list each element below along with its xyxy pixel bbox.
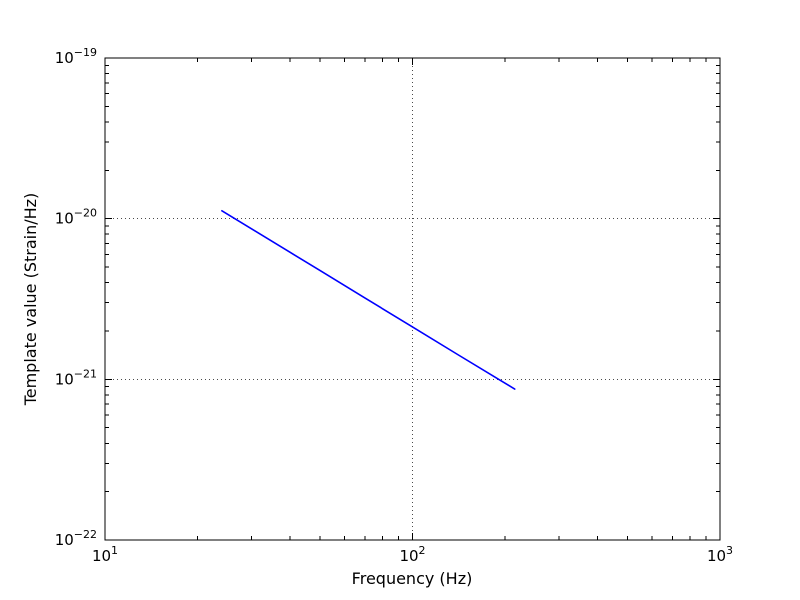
series-layer [221, 209, 516, 390]
y-axis-label: Template value (Strain/Hz) [21, 193, 40, 407]
x-tick-label: 103 [707, 544, 733, 565]
tick-marks [104, 57, 721, 541]
y-tick-label: 10−21 [55, 367, 97, 388]
y-tick-label: 10−19 [55, 46, 97, 67]
tick-labels: 101 102 103 10−19 10−20 10−21 10−22 [55, 46, 733, 565]
x-tick-label: 101 [92, 544, 118, 565]
x-tick-label: 102 [399, 544, 425, 565]
grid-lines [105, 58, 720, 540]
y-tick-label: 10−20 [55, 207, 97, 228]
y-tick-label: 10−22 [55, 528, 97, 549]
x-axis-label: Frequency (Hz) [352, 569, 473, 588]
series-line-inspiral-template-amplitude [221, 209, 516, 390]
